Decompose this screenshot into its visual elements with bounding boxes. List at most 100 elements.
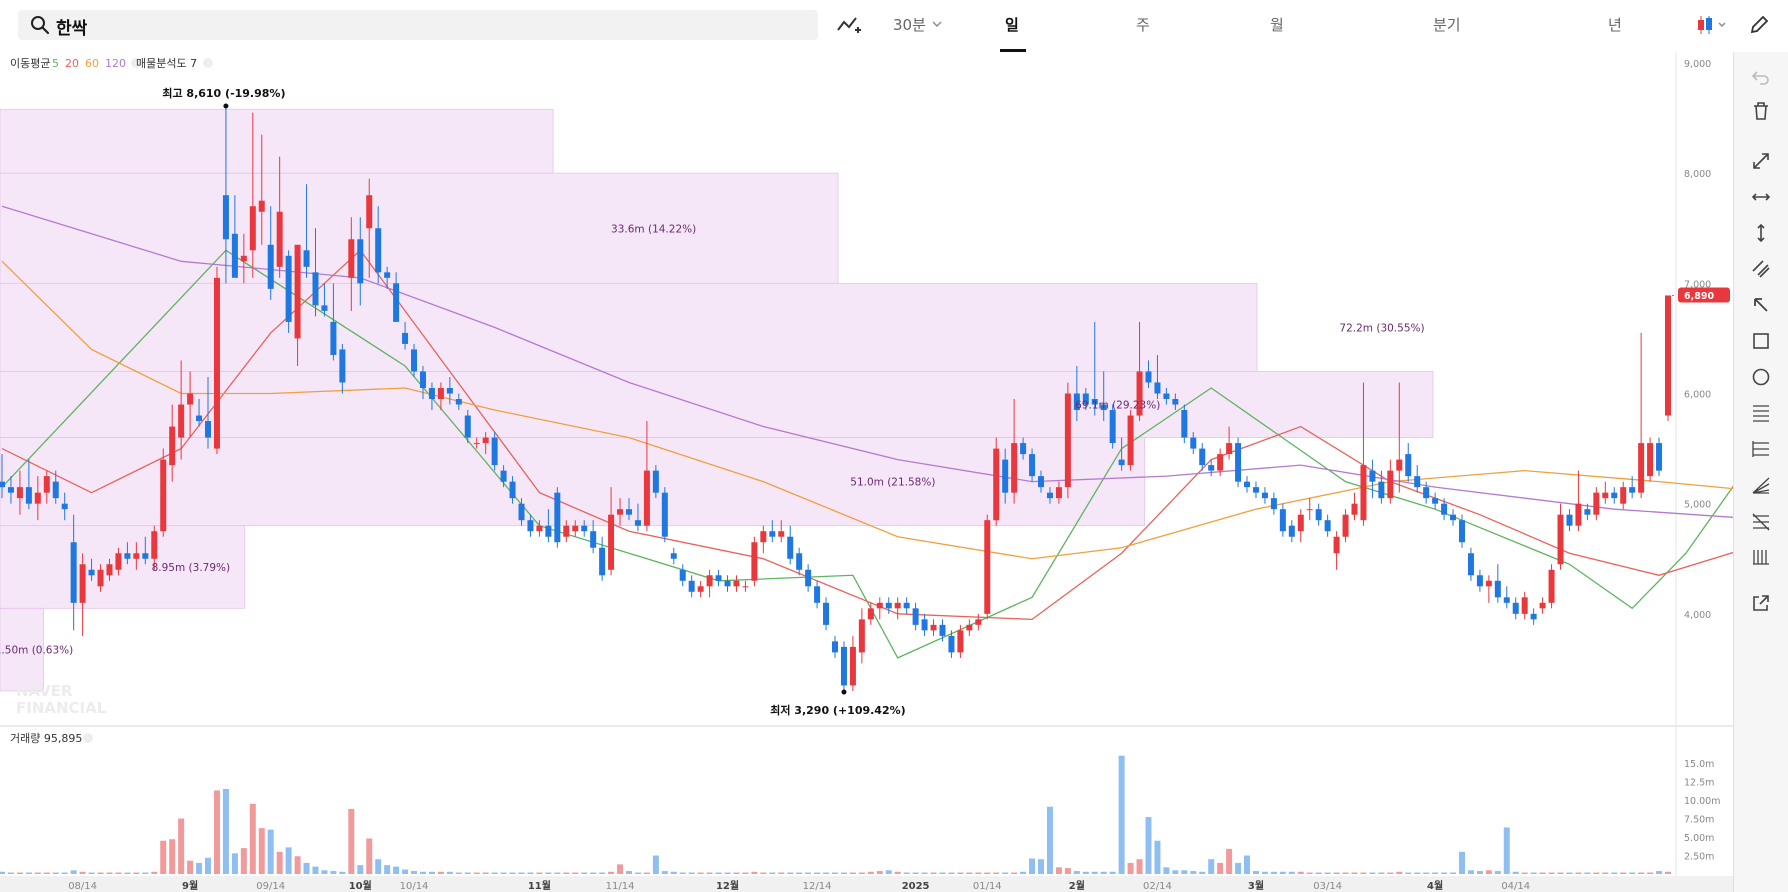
tab-day[interactable]: 일 xyxy=(1005,16,1019,34)
x-tick-label: 12월 xyxy=(716,880,739,892)
ma-legend-period: 60 xyxy=(85,57,99,70)
candle-body xyxy=(1252,487,1259,493)
volume-bar xyxy=(1405,872,1412,874)
candle-body xyxy=(661,492,668,537)
volume-bar xyxy=(1611,872,1618,874)
volume-bar xyxy=(832,872,838,874)
volume-bar xyxy=(196,862,203,874)
x-tick-label: 11월 xyxy=(528,880,551,892)
cycle-lines-icon[interactable] xyxy=(1750,546,1772,568)
chart-line-add-icon[interactable] xyxy=(836,14,862,36)
x-tick-label: 11/14 xyxy=(606,881,635,892)
candle-body xyxy=(446,388,453,394)
undo-icon[interactable] xyxy=(1750,66,1772,88)
low-marker xyxy=(841,689,847,695)
candle-body xyxy=(1190,437,1197,449)
pencil-icon[interactable] xyxy=(1748,14,1770,36)
fibonacci-retracement-icon[interactable] xyxy=(1750,402,1772,424)
volume-bar xyxy=(1387,872,1394,874)
candle-body xyxy=(1629,487,1636,493)
volume-bar xyxy=(993,872,1000,874)
volume-bar xyxy=(1450,872,1457,874)
fan-lines-icon[interactable] xyxy=(1750,474,1772,496)
candle-body xyxy=(599,547,606,576)
candle-body xyxy=(115,553,122,570)
chevron-down-icon[interactable] xyxy=(932,20,942,28)
tab-week[interactable]: 주 xyxy=(1136,16,1150,34)
fibonacci-levels-icon[interactable] xyxy=(1750,438,1772,460)
tab-30min[interactable]: 30분 xyxy=(893,16,926,34)
x-axis-band xyxy=(0,876,1733,892)
candle-body xyxy=(411,349,418,372)
volume-bar xyxy=(1244,855,1251,874)
candle-body xyxy=(482,437,489,444)
x-tick-label: 9월 xyxy=(182,880,198,892)
y-tick-label: 8,000 xyxy=(1684,169,1711,180)
volume-bar xyxy=(1548,872,1555,874)
candle-body xyxy=(419,371,426,388)
share-icon[interactable] xyxy=(1750,592,1772,614)
candle-body xyxy=(1494,580,1501,598)
volume-profile-label: 72.2m (30.55%) xyxy=(1339,322,1424,334)
candle-body xyxy=(724,580,731,587)
search-input[interactable]: 한싹 xyxy=(56,19,88,39)
tab-year[interactable]: 년 xyxy=(1608,16,1622,34)
volume-bar xyxy=(1270,871,1277,874)
candle-body xyxy=(948,635,955,653)
search-field[interactable]: 한싹 xyxy=(18,10,818,40)
candle-body xyxy=(97,569,104,587)
candle-body xyxy=(43,476,50,493)
gann-lines-icon[interactable] xyxy=(1750,510,1772,532)
volume-bar xyxy=(1575,872,1582,874)
volume-bar xyxy=(715,872,722,874)
volume-bar xyxy=(52,872,59,874)
volume-bar xyxy=(688,872,695,874)
volume-bar xyxy=(1647,872,1654,874)
volume-bar xyxy=(330,871,337,874)
candle-body xyxy=(1306,509,1313,511)
candle-body xyxy=(1082,393,1089,405)
volume-bar xyxy=(966,872,973,874)
volume-bar xyxy=(1333,872,1340,874)
rectangle-icon[interactable] xyxy=(1750,330,1772,352)
y-tick-label: 9,000 xyxy=(1684,59,1711,70)
search-icon[interactable] xyxy=(30,15,50,35)
horizontal-range-icon[interactable] xyxy=(1750,186,1772,208)
candle-body xyxy=(393,283,400,322)
volume-bar xyxy=(88,872,95,874)
active-tab-indicator xyxy=(1000,49,1026,52)
ma-legend-label: 이동평균 xyxy=(10,57,50,70)
moving-average-line xyxy=(1,249,1733,659)
high-label: 최고 8,610 (-19.98%) xyxy=(162,86,285,100)
candle-body xyxy=(939,624,946,636)
volume-bar xyxy=(106,872,113,874)
candle-body xyxy=(1566,514,1573,526)
volume-bar xyxy=(1476,871,1483,874)
trash-icon[interactable] xyxy=(1750,100,1772,122)
candle-body xyxy=(697,586,704,592)
volume-bar xyxy=(1261,871,1268,874)
parallel-lines-icon[interactable] xyxy=(1750,258,1772,280)
candle-body xyxy=(402,332,409,344)
volume-bar xyxy=(1342,872,1349,874)
candle-body xyxy=(1584,509,1591,515)
candlestick-icon[interactable] xyxy=(1696,14,1730,36)
volume-profile-bar xyxy=(0,172,839,284)
volume-bar xyxy=(240,848,247,874)
volume-bar xyxy=(1118,755,1125,874)
expand-diagonal-icon[interactable] xyxy=(1750,150,1772,172)
candle-body xyxy=(205,421,212,438)
volume-profile-legend: 매물분석도 7 xyxy=(136,57,197,70)
candle-body xyxy=(160,459,167,532)
volume-bar xyxy=(213,790,220,874)
vertical-range-icon[interactable] xyxy=(1750,222,1772,244)
tab-quarter[interactable]: 분기 xyxy=(1433,16,1461,34)
tab-month[interactable]: 월 xyxy=(1270,16,1284,34)
volume-bar xyxy=(1369,872,1376,874)
volume-bar xyxy=(1665,871,1671,874)
circle-icon[interactable] xyxy=(1750,366,1772,388)
candle-body xyxy=(617,509,624,515)
candle-body xyxy=(437,388,444,400)
cursor-arrow-icon[interactable] xyxy=(1750,294,1772,316)
